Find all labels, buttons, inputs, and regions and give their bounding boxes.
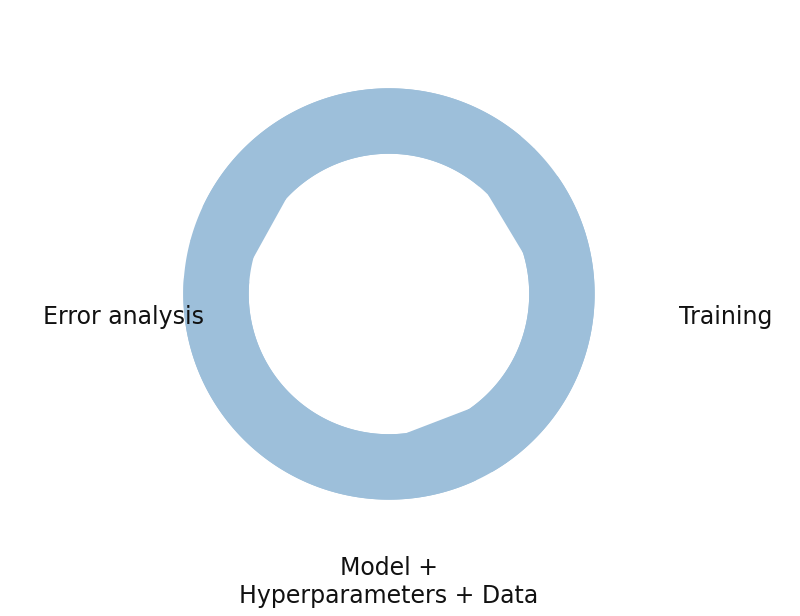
Polygon shape bbox=[488, 148, 586, 253]
Polygon shape bbox=[190, 154, 286, 257]
Polygon shape bbox=[183, 176, 594, 500]
Polygon shape bbox=[406, 409, 507, 498]
Text: Model +
Hyperparameters + Data: Model + Hyperparameters + Data bbox=[239, 556, 538, 607]
Polygon shape bbox=[202, 88, 594, 472]
Text: Training: Training bbox=[678, 306, 772, 330]
Polygon shape bbox=[183, 88, 521, 500]
Text: Error analysis: Error analysis bbox=[43, 306, 204, 330]
